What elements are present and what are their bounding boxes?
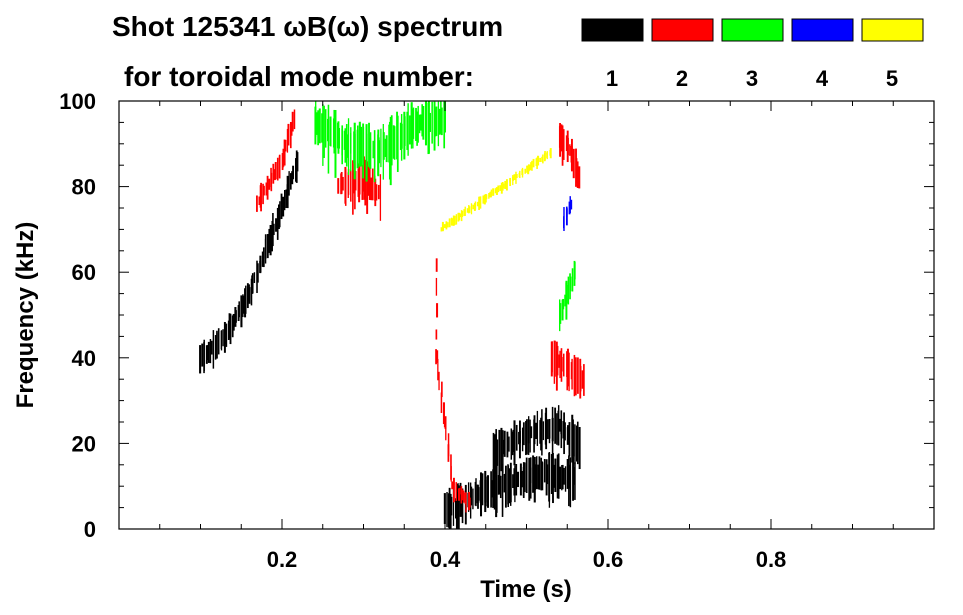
feature-n3-0.55s-band [558,260,576,332]
feature-n2-early-band [256,109,296,212]
x-tick-label: 0.4 [430,547,461,572]
legend-label-mode-4: 4 [816,66,829,91]
axis-ticks [119,100,934,530]
feature-n4-0.55s-band [563,196,573,232]
legend-swatch-mode-2 [651,18,714,42]
plot-area: 0.2 0.4 0.6 0.8 0 20 40 60 80 100 [59,89,935,572]
feature-n1-chirp-band [199,150,299,374]
y-tick-label: 80 [72,175,96,200]
feature-n2-0.3s-band [337,156,382,221]
y-tick-label: 60 [72,260,96,285]
legend-label-mode-3: 3 [746,66,758,91]
x-tick-label: 0.6 [593,547,624,572]
legend-swatch-mode-4 [791,18,854,42]
x-tick-label: 0.2 [267,547,298,572]
feature-n2-0.55s-band [550,340,585,399]
y-tick-label: 40 [72,346,96,371]
feature-n2-0.4s-drop [435,258,471,513]
feature-n2-0.56s-top [558,123,581,189]
x-axis-label: Time (s) [480,576,572,603]
legend-label-mode-5: 5 [886,66,898,91]
x-tick-label: 0.8 [756,547,787,572]
legend-swatch-mode-1 [581,18,644,42]
y-tick-label: 20 [72,431,96,456]
feature-n3-vertical-streaks [314,101,447,186]
feature-n5-spots [440,148,552,232]
feature-n1-low-freq-burst [443,452,576,529]
y-axis-label: Frequency (kHz) [12,222,39,409]
legend-swatch-mode-5 [861,18,924,42]
y-tick-label: 100 [59,89,96,114]
legend-swatch-mode-3 [721,18,784,42]
legend-label-mode-1: 1 [606,66,618,91]
chart-title-line2: for toroidal mode number: [124,61,474,92]
feature-n1-mid-freq-burst [492,405,581,478]
y-tick-label: 0 [84,517,96,542]
chart-title-line1: Shot 125341 ωB(ω) spectrum [112,11,503,42]
legend: 1 2 3 4 5 [581,18,924,91]
axis-tick-labels: 0.2 0.4 0.6 0.8 0 20 40 60 80 100 [59,89,786,572]
legend-label-mode-2: 2 [676,66,688,91]
spectrum-marks [199,101,585,529]
